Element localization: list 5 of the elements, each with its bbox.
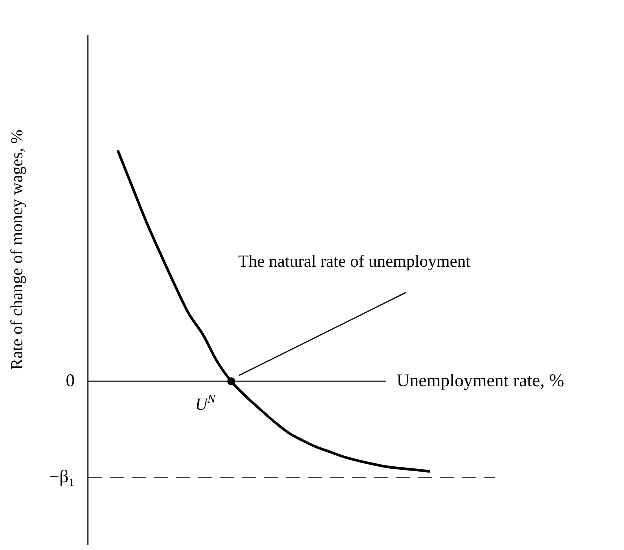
ref-line-label: −β₁ [49, 466, 76, 486]
x-axis-title: Unemployment rate, % [396, 370, 564, 390]
annotation: The natural rate of unemployment [238, 252, 471, 272]
ref-line-label: 0 [66, 370, 75, 390]
y-axis-title: Rate of change of money wages, % [7, 130, 26, 370]
